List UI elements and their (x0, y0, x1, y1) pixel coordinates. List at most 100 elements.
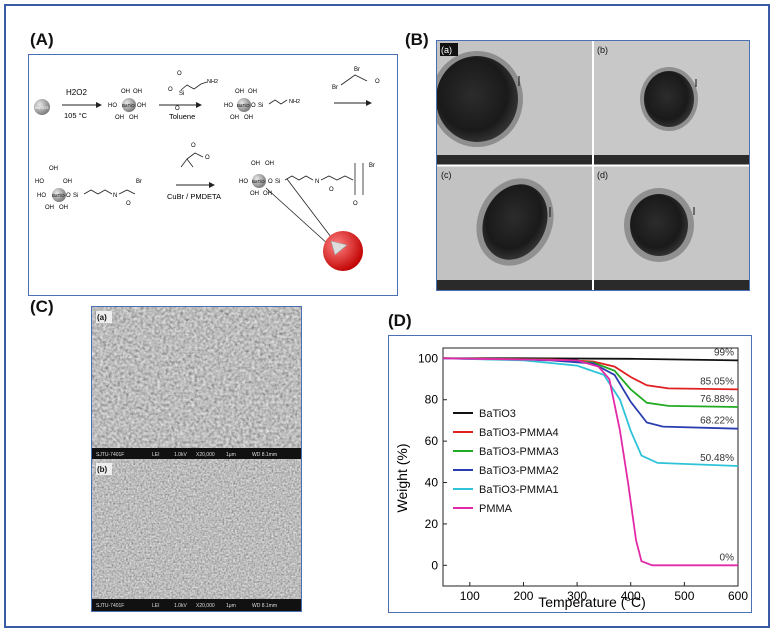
panel-label-a: (A) (30, 30, 54, 49)
svg-text:OH: OH (121, 89, 130, 95)
svg-text:1μm: 1μm (226, 452, 236, 458)
final-weight-label: 76.88% (700, 394, 734, 405)
series-line-5 (442, 357, 738, 567)
tem-label-b: (b) (597, 45, 608, 55)
pmma-shell-particle-icon (323, 231, 363, 271)
y-tick-label: 60 (425, 434, 439, 448)
tem-image-c: (c) (437, 166, 592, 290)
plot-area (442, 347, 739, 587)
amine-functionalized-particle: BaTiO OH OH HO O Si OH OH NH2 (224, 89, 300, 121)
reagent-catalyst: CuBr / PMDETA (167, 192, 221, 201)
tem-image-b: (b) (594, 41, 749, 165)
svg-text:BaTiO: BaTiO (252, 179, 265, 184)
initiator-functionalized-particle: BaTiO OH OH HO HO O Si OH OH N O Br (35, 166, 142, 211)
legend-entry: BaTiO3-PMMA2 (479, 465, 559, 477)
tga-chart-panel: 100 200 300 400 500 600 0 20 40 60 80 100 99% BaTiO3 8… (388, 335, 752, 613)
legend-entry: PMMA (479, 503, 513, 515)
svg-text:OH: OH (45, 205, 54, 211)
svg-text:Si: Si (275, 179, 280, 185)
sem-label-b: (b) (97, 465, 108, 474)
tem-label-a: (a) (441, 45, 452, 55)
svg-text:O: O (175, 106, 180, 112)
bromo-initiator: Br Br O (332, 67, 380, 91)
svg-text:NH2: NH2 (207, 79, 218, 85)
svg-text:OH: OH (63, 179, 72, 185)
svg-text:HO: HO (35, 179, 44, 185)
svg-text:OH: OH (230, 115, 239, 121)
methyl-methacrylate-monomer: O O (180, 143, 210, 168)
svg-text:WD 8.1mm: WD 8.1mm (252, 452, 277, 458)
tem-image-d: (d) (594, 166, 749, 290)
tem-image-a: (a) (437, 41, 592, 165)
svg-text:OH: OH (263, 191, 272, 197)
svg-text:HO: HO (224, 103, 233, 109)
svg-text:OH: OH (248, 89, 257, 95)
svg-text:O: O (329, 187, 334, 193)
svg-text:X20,000: X20,000 (196, 603, 215, 609)
aminosilane-reagent: O O Si O NH2 (168, 71, 218, 112)
svg-text:O: O (126, 201, 131, 207)
svg-text:1.0kV: 1.0kV (174, 452, 187, 458)
svg-text:O: O (191, 143, 196, 149)
svg-text:LEI: LEI (152, 603, 160, 609)
svg-text:Br: Br (136, 179, 142, 185)
y-tick-label: 0 (431, 558, 438, 572)
svg-text:OH: OH (235, 89, 244, 95)
y-tick-label: 40 (425, 476, 439, 490)
svg-text:BaTiO: BaTiO (237, 103, 250, 108)
panel-label-b: (B) (405, 30, 429, 49)
final-weight-label: 50.48% (700, 453, 734, 464)
final-weight-label: 68.22% (700, 416, 734, 427)
y-axis-label: Weight (%) (394, 444, 410, 513)
svg-text:O: O (268, 179, 273, 185)
svg-text:N: N (113, 193, 117, 199)
reagent-toluene: Toluene (169, 112, 195, 121)
panel-label-c: (C) (30, 297, 54, 316)
svg-text:OH: OH (59, 205, 68, 211)
svg-text:NH2: NH2 (289, 99, 300, 105)
svg-text:N: N (315, 179, 319, 185)
svg-text:OH: OH (49, 166, 58, 172)
svg-text:O: O (168, 87, 173, 93)
svg-text:OH: OH (265, 161, 274, 167)
svg-text:BaTiO: BaTiO (122, 103, 135, 108)
tem-label-c: (c) (441, 170, 452, 180)
y-tick-label: 100 (418, 351, 438, 365)
sem-image-a: SJTU-7401F LEI 1.0kV X20,000 1μm WD 8.1m… (92, 307, 301, 459)
legend-entry: BaTiO3-PMMA3 (479, 446, 559, 458)
svg-text:LEI: LEI (152, 452, 160, 458)
reagent-temperature: 105 °C (64, 111, 88, 120)
svg-text:Si: Si (73, 193, 78, 199)
svg-text:Br: Br (354, 67, 360, 73)
sem-images: SJTU-7401F LEI 1.0kV X20,000 1μm WD 8.1m… (91, 306, 302, 612)
sem-image-b: SJTU-7401F LEI 1.0kV X20,000 1μm WD 8.1m… (92, 459, 301, 611)
hydroxylated-particle: BaTiO OH OH HO OH OH OH (108, 89, 146, 121)
particle-label: BaTiO3 (35, 105, 49, 110)
svg-text:O: O (66, 193, 71, 199)
svg-text:OH: OH (137, 103, 146, 109)
panel-label-d: (D) (388, 311, 412, 330)
svg-text:O: O (251, 103, 256, 109)
svg-text:Si: Si (258, 103, 263, 109)
reagent-h2o2: H2O2 (66, 88, 87, 97)
y-tick-label: 20 (425, 517, 439, 531)
svg-text:O: O (177, 71, 182, 77)
svg-text:OH: OH (133, 89, 142, 95)
svg-text:Br: Br (369, 163, 375, 169)
batio3-particle-icon (34, 99, 50, 115)
svg-text:OH: OH (115, 115, 124, 121)
x-axis-label: Temperature (°C) (538, 594, 646, 610)
svg-text:SJTU-7401F: SJTU-7401F (96, 603, 124, 609)
tga-chart: 100 200 300 400 500 600 0 20 40 60 80 100 99% BaTiO3 8… (394, 347, 748, 610)
svg-text:SJTU-7401F: SJTU-7401F (96, 452, 124, 458)
svg-text:Si: Si (179, 91, 184, 97)
svg-text:1.0kV: 1.0kV (174, 603, 187, 609)
legend-entry: BaTiO3-PMMA1 (479, 484, 559, 496)
svg-text:1μm: 1μm (226, 603, 236, 609)
series-line-2 (442, 357, 739, 408)
final-weight-label: 0% (720, 552, 735, 563)
tem-images: (a) (b) (c) (d) (436, 40, 750, 291)
svg-text:OH: OH (251, 161, 260, 167)
svg-text:HO: HO (239, 179, 248, 185)
x-tick-label: 600 (728, 589, 748, 603)
